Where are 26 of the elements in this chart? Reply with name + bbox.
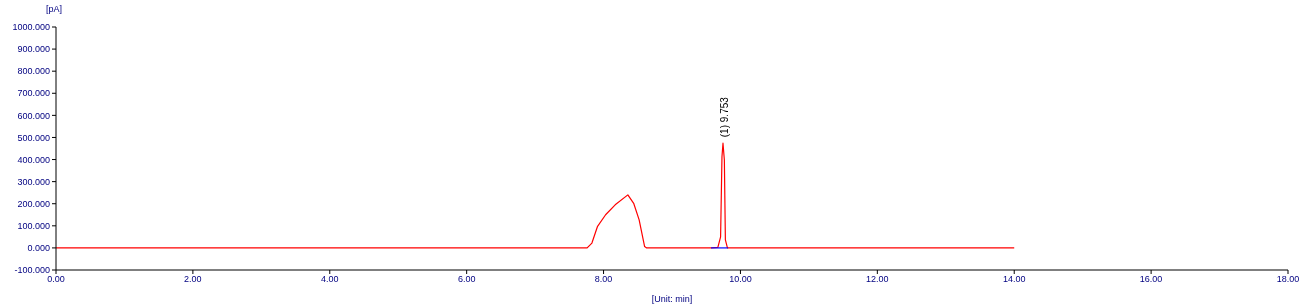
x-tick-label: 6.00 (457, 274, 476, 285)
annotation: (1) 9.753 (718, 96, 730, 138)
x-tick-label: 0.00 (47, 274, 65, 285)
y-tick-label: 100.000 (17, 221, 50, 232)
y-tick-label: 500.000 (17, 132, 50, 143)
x-tick-label: 16.00 (1139, 274, 1163, 285)
y-tick-label: 800.000 (17, 66, 50, 77)
x-tick-label: 8.00 (594, 274, 613, 285)
x-tick-label: 2.00 (184, 274, 202, 285)
y-tick-label: 1000.000 (12, 22, 50, 33)
y-tick-label: 700.000 (17, 88, 50, 99)
x-axis-title: [Unit: min] (651, 294, 693, 304)
x-tick-label: 14.00 (1002, 274, 1026, 285)
x-tick-label: 12.00 (866, 274, 889, 285)
y-axis-title: [pA] (46, 4, 63, 14)
y-tick-label: 600.000 (17, 110, 50, 121)
y-tick-label: 300.000 (17, 176, 50, 187)
y-tick-label: 200.000 (17, 198, 50, 209)
line-series (56, 142, 1015, 249)
y-tick-label: 900.000 (17, 44, 50, 55)
y-tick-label: 0.000 (27, 243, 50, 254)
y-tick-label: 400.000 (17, 154, 50, 165)
y-tick-label: -100.000 (14, 265, 50, 276)
x-tick-label: 18.00 (1276, 274, 1300, 285)
x-tick-label: 4.00 (321, 274, 339, 285)
x-tick-label: 10.00 (729, 274, 752, 285)
